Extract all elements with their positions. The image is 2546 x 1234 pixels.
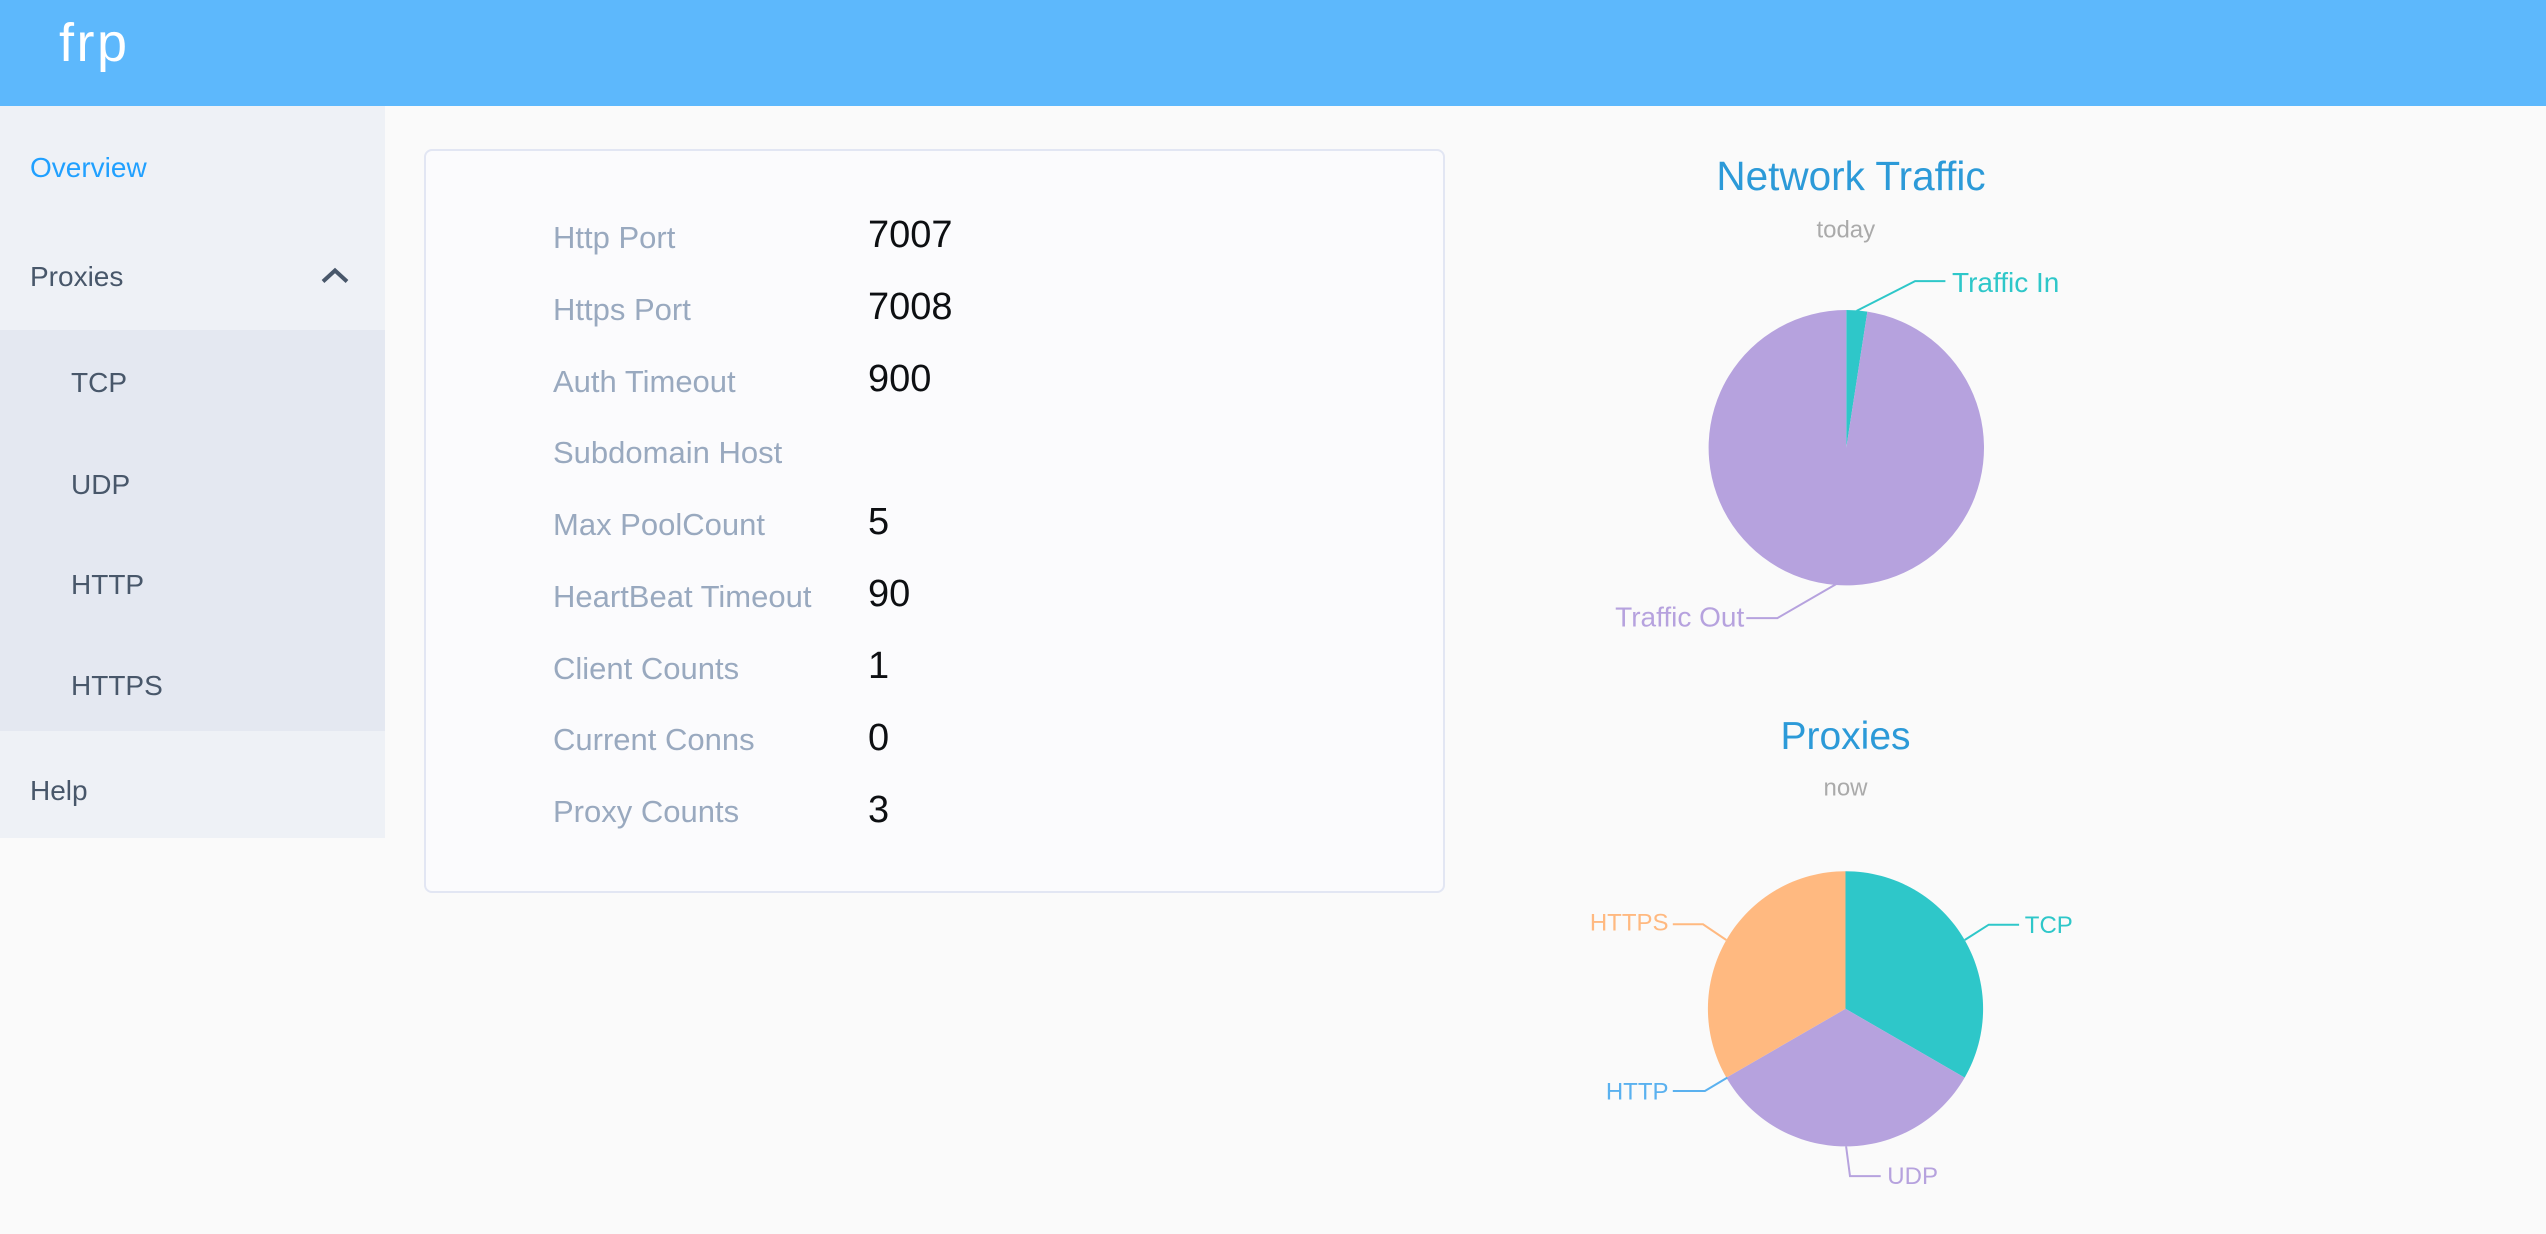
svg-text:TCP: TCP <box>2025 912 2073 939</box>
svg-text:UDP: UDP <box>1887 1163 1938 1190</box>
svg-text:today: today <box>1816 217 1875 244</box>
svg-text:Network Traffic: Network Traffic <box>1716 153 1985 199</box>
svg-text:HTTP: HTTP <box>1606 1079 1669 1106</box>
svg-text:Traffic In: Traffic In <box>1952 267 2059 298</box>
svg-text:now: now <box>1823 775 1868 802</box>
svg-text:HTTPS: HTTPS <box>1590 910 1669 937</box>
svg-text:Proxies: Proxies <box>1780 715 1910 758</box>
svg-text:Traffic Out: Traffic Out <box>1615 602 1744 633</box>
